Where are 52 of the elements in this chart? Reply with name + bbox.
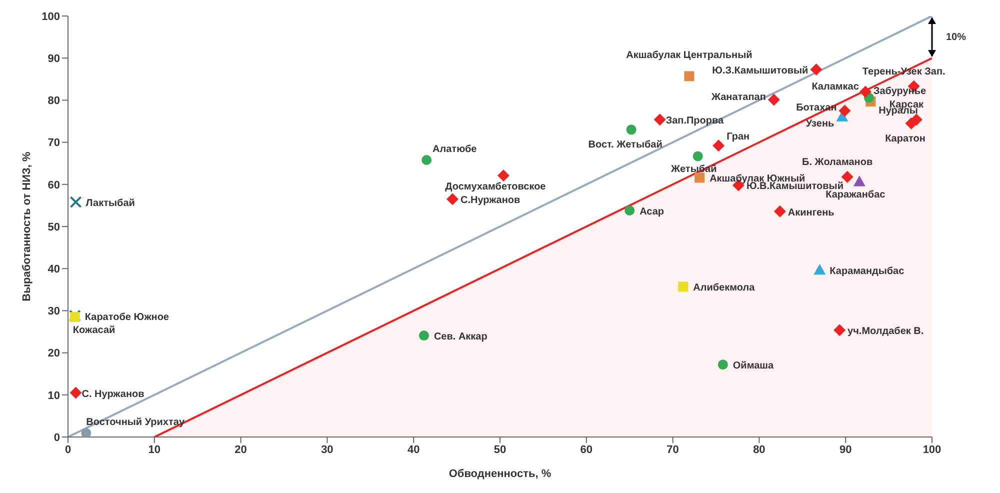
annotation: Жанатапап [710,92,766,103]
annotation: Каражанбас [826,189,886,200]
x-tick-label: 0 [64,444,72,456]
y-tick-label: 80 [48,95,60,108]
y-tick-label: 90 [48,53,60,66]
annotation: Каратобе Южное [84,312,170,323]
annotation: Кожасай [72,325,116,336]
annotation: Восточный Урихтау [86,417,185,428]
annotation: Акшабулак Центральный [626,50,752,62]
x-tick-label: 50 [494,444,506,456]
x-tick-label: 100 [922,444,942,456]
y-axis-title: Выработанность от НИЗ, % [20,151,33,302]
annotation: Б. Жоламанов [802,156,873,168]
y-tick-label: 30 [48,306,60,318]
annotation: Лактыбай [86,198,135,210]
text: 10% [946,32,966,43]
annotation: Каратон [885,133,926,144]
annotation: С.Нуржанов [460,195,520,206]
x-axis-title: Обводненность, % [448,468,552,480]
x-tick-label: 70 [666,444,679,456]
y-tick-label: 50 [48,221,60,234]
annotation: Акингень [788,207,834,218]
y-tick-label: 0 [54,432,60,444]
x-tick-label: 90 [839,444,852,456]
annotation: Забурунье [873,86,926,97]
annotation: Вост. Жетыбай [588,140,662,151]
y-tick-label: 100 [42,10,60,23]
annotation: Оймаша [732,360,774,372]
y-tick-label: 60 [48,179,60,192]
x-tick-label: 20 [234,444,247,456]
annotation: Алатюбе [432,144,478,155]
x-tick-label: 60 [580,444,593,456]
x-tick-label: 40 [407,444,420,456]
x-tick-label: 30 [321,444,334,456]
y-tick-label: 10 [48,390,60,402]
annotation: Алибекмола [693,282,756,294]
annotation: Сев. Аккар [434,332,488,343]
annotation: Асар [640,206,664,218]
annotation: Досмухамбетовское [445,182,546,193]
annotation: Каламкас [812,82,860,93]
annotation: Карамандыбас [830,266,905,277]
x-tick-label: 80 [753,444,766,456]
y-tick-label: 70 [48,137,60,150]
annotation: Зап.Прорва [666,116,724,127]
annotation: Узень [806,118,834,130]
annotation: Гран [726,132,750,143]
y-tick-label: 40 [48,264,60,276]
x-tick-label: 10 [148,444,161,456]
annotation: уч.Молдабек В. [848,326,924,338]
annotation: С. Нуржанов [82,388,144,400]
y-tick-label: 20 [48,348,60,360]
annotation: Ю.З.Камышитовый [712,65,808,76]
